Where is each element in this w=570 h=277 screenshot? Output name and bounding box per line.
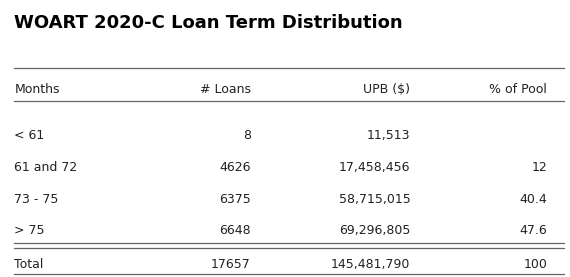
Text: % of Pool: % of Pool [489,83,547,96]
Text: 4626: 4626 [219,161,251,174]
Text: Total: Total [14,258,44,271]
Text: < 61: < 61 [14,129,44,142]
Text: 6648: 6648 [219,224,251,237]
Text: WOART 2020-C Loan Term Distribution: WOART 2020-C Loan Term Distribution [14,14,403,32]
Text: 17657: 17657 [211,258,251,271]
Text: 6375: 6375 [219,193,251,206]
Text: UPB ($): UPB ($) [364,83,410,96]
Text: 8: 8 [243,129,251,142]
Text: 12: 12 [531,161,547,174]
Text: 58,715,015: 58,715,015 [339,193,410,206]
Text: Months: Months [14,83,60,96]
Text: 69,296,805: 69,296,805 [339,224,410,237]
Text: 100: 100 [523,258,547,271]
Text: 47.6: 47.6 [519,224,547,237]
Text: # Loans: # Loans [200,83,251,96]
Text: 11,513: 11,513 [367,129,410,142]
Text: 17,458,456: 17,458,456 [339,161,410,174]
Text: 40.4: 40.4 [519,193,547,206]
Text: > 75: > 75 [14,224,45,237]
Text: 145,481,790: 145,481,790 [331,258,410,271]
Text: 73 - 75: 73 - 75 [14,193,59,206]
Text: 61 and 72: 61 and 72 [14,161,78,174]
